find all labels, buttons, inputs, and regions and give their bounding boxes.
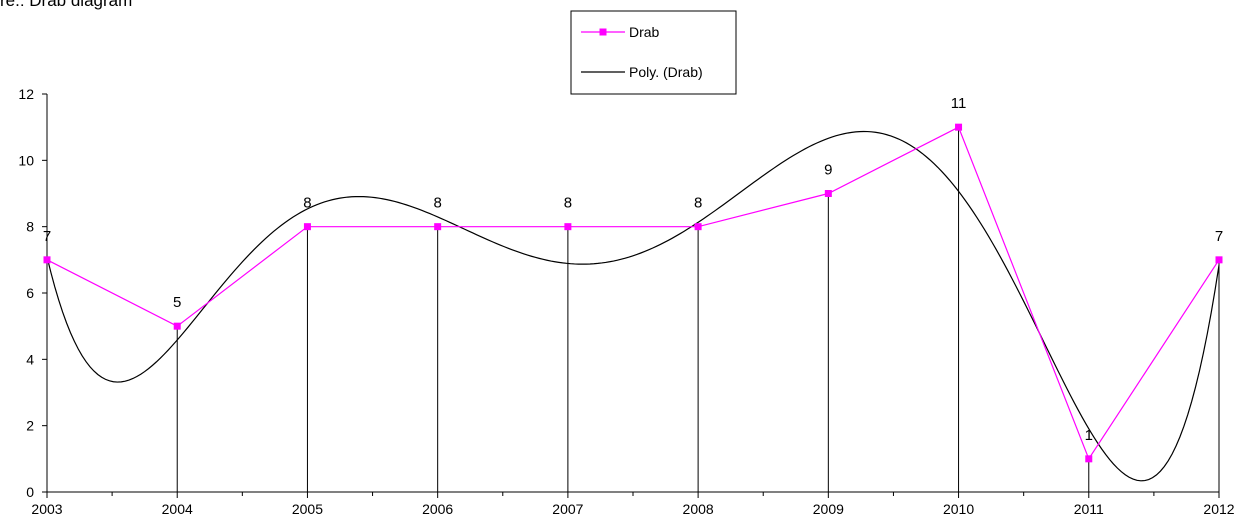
- x-tick-label: 2008: [683, 501, 714, 517]
- data-point-marker: [43, 256, 51, 264]
- x-tick-label: 2012: [1203, 501, 1234, 517]
- data-label: 7: [1215, 228, 1223, 245]
- data-label: 5: [173, 294, 181, 311]
- data-label: 8: [433, 195, 441, 212]
- x-tick-label: 2003: [31, 501, 62, 517]
- data-point-marker: [824, 190, 832, 197]
- axes: 0 2 4 6 8 10 12 2003 2004 2005 2006 2007 2008 2009 201…: [18, 86, 1234, 517]
- data-label: 7: [43, 228, 51, 245]
- legend: Drab Poly. (Drab): [570, 10, 737, 95]
- y-tick-label: 4: [26, 351, 34, 367]
- legend-box: [570, 10, 737, 95]
- data-point-marker: [1085, 455, 1093, 463]
- x-tick-label: 2009: [813, 501, 844, 517]
- data-label: 9: [824, 162, 832, 179]
- x-tick-label: 2010: [943, 501, 974, 517]
- series-line-drab: [46, 126, 1220, 461]
- x-tick-label: 2004: [162, 501, 193, 517]
- chart-caption: re.: Drab diagram: [0, 0, 133, 10]
- data-point-marker: [173, 322, 181, 330]
- data-label: 8: [303, 195, 311, 212]
- y-tick-label: 8: [26, 219, 34, 235]
- y-tick-label: 6: [26, 285, 34, 301]
- legend-label-poly: Poly. (Drab): [629, 64, 703, 80]
- x-tick-label: 2005: [292, 501, 323, 517]
- data-point-marker: [303, 223, 311, 231]
- series-drab: [43, 123, 1223, 463]
- data-label: 8: [694, 195, 702, 212]
- data-label: 11: [951, 95, 967, 112]
- data-point-marker: [1215, 256, 1223, 264]
- legend-label-drab: Drab: [629, 24, 660, 40]
- x-tick-label: 2011: [1074, 501, 1104, 517]
- data-point-marker: [564, 223, 572, 231]
- drop-lines: [46, 127, 1220, 492]
- data-point-marker: [694, 223, 702, 231]
- data-label: 8: [564, 195, 572, 212]
- legend-marker-drab: [599, 28, 607, 36]
- y-tick-label: 0: [26, 484, 34, 500]
- x-tick-label: 2007: [552, 501, 583, 517]
- poly-trendline: [46, 130, 1220, 482]
- y-tick-label: 10: [18, 152, 34, 168]
- y-tick-label: 2: [26, 418, 34, 434]
- x-tick-label: 2006: [422, 501, 453, 517]
- data-point-marker: [434, 223, 442, 231]
- data-label: 1: [1085, 427, 1093, 444]
- y-tick-label: 12: [18, 86, 34, 102]
- trendline: [46, 130, 1220, 482]
- data-point-marker: [955, 123, 963, 131]
